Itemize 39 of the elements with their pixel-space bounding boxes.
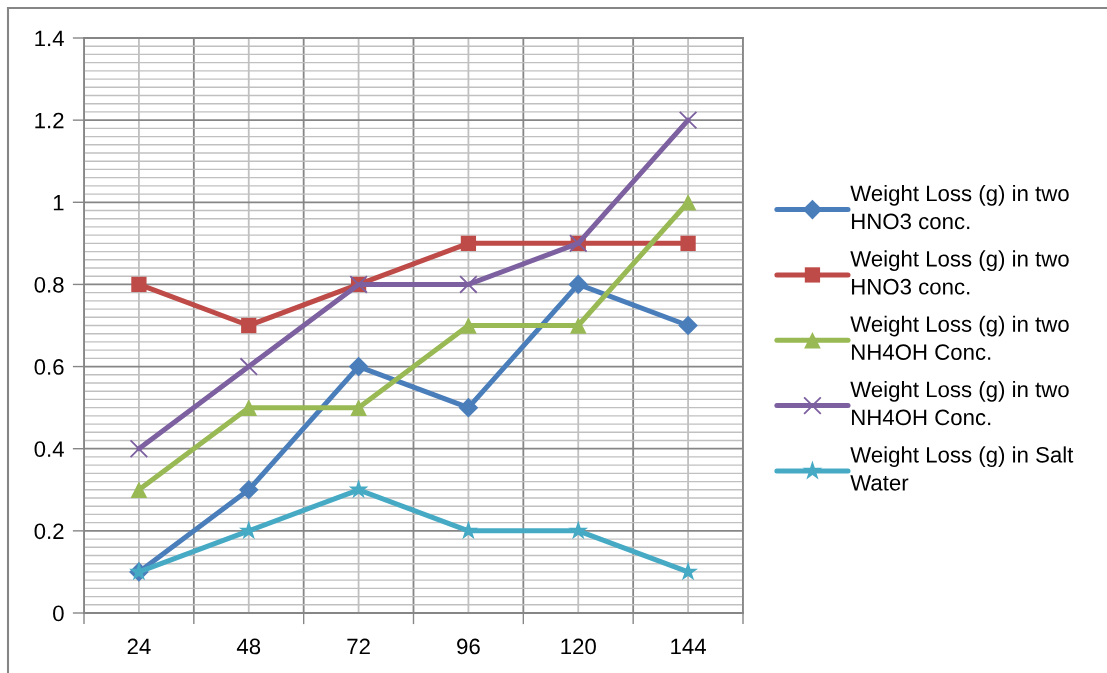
y-tick-label: 1.2	[35, 112, 64, 129]
y-tick-label: 0.6	[34, 359, 64, 375]
legend-label: Weight Loss (g) in two NH4OH Conc.	[850, 381, 1069, 426]
point	[238, 479, 259, 500]
legend-label: Weight Loss (g) in Salt Water	[850, 446, 1074, 491]
point	[458, 397, 479, 418]
point	[678, 315, 698, 336]
y-tick-label: 0.8	[34, 276, 64, 293]
point	[568, 274, 589, 295]
point	[678, 110, 698, 130]
legend-label: Weight Loss (g) in two NH4OH Conc.	[850, 315, 1069, 360]
point	[460, 317, 477, 334]
x-tick-label: 96	[457, 638, 480, 655]
point	[568, 520, 589, 540]
point	[569, 317, 587, 334]
point	[348, 479, 369, 499]
point	[460, 235, 477, 251]
x-tick-label: 144	[671, 638, 706, 655]
point	[459, 275, 478, 294]
legend-label: Weight Loss (g) in two HNO3 conc.	[850, 250, 1069, 295]
y-tick-label: 1.4	[35, 30, 64, 47]
point	[129, 439, 149, 458]
point	[130, 481, 148, 499]
point	[131, 276, 147, 293]
point	[350, 399, 367, 416]
point	[680, 235, 696, 251]
x-tick-label: 72	[347, 638, 370, 655]
x-tick-label: 120	[561, 638, 596, 655]
y-tick-label: 0.2	[34, 523, 64, 540]
y-tick-label: 1	[53, 195, 64, 211]
point	[240, 399, 258, 416]
point	[239, 357, 258, 376]
y-tick-label: 0	[53, 605, 64, 622]
legend-label: Weight Loss (g) in two HNO3 conc.	[850, 184, 1069, 230]
point	[241, 317, 257, 334]
x-tick-label: 48	[236, 638, 261, 655]
point	[348, 356, 369, 377]
x-tick-label: 24	[127, 638, 151, 655]
y-tick-label: 0.4	[34, 441, 64, 457]
